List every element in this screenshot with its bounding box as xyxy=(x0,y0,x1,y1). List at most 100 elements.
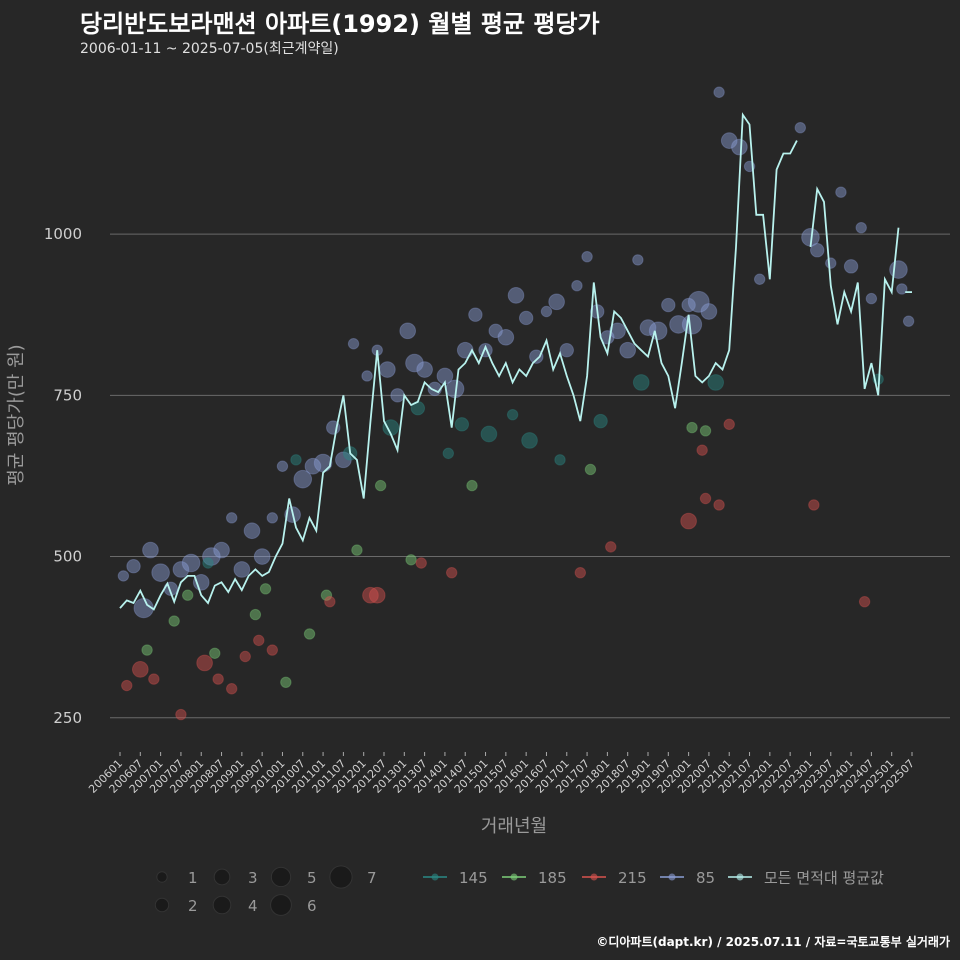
source-credit: ©디아파트(dapt.kr) / 2025.07.11 / 자료=국토교통부 실… xyxy=(596,935,950,949)
data-point xyxy=(181,589,194,601)
data-point xyxy=(276,460,289,472)
data-point xyxy=(713,499,725,511)
data-point xyxy=(571,280,583,292)
data-point xyxy=(415,557,427,569)
data-point xyxy=(497,328,515,346)
average-line-segment xyxy=(119,112,798,611)
data-point xyxy=(700,303,718,320)
data-point xyxy=(632,374,650,391)
data-point xyxy=(639,319,657,336)
size-legend-label: 4 xyxy=(248,897,258,915)
data-point xyxy=(196,654,213,672)
data-point xyxy=(609,322,626,340)
data-point xyxy=(896,283,908,295)
data-point xyxy=(506,408,519,421)
data-point xyxy=(707,374,725,391)
data-point xyxy=(405,554,417,566)
size-legend-label: 5 xyxy=(307,869,317,887)
data-point xyxy=(835,186,847,198)
data-point xyxy=(168,615,180,627)
data-point xyxy=(442,447,455,460)
chart-title: 당리반도보라맨션 아파트(1992) 월별 평균 평당가 xyxy=(80,10,600,38)
legend: 1 2 3 4 5 6 7 145 185 215 85 모든 면적대 평균값 xyxy=(154,865,884,916)
data-point xyxy=(548,293,565,311)
data-point xyxy=(351,544,363,556)
data-point xyxy=(405,353,424,373)
data-point xyxy=(233,561,251,578)
y-tick-label: 1000 xyxy=(44,225,82,243)
data-point xyxy=(681,314,703,335)
data-point xyxy=(902,315,915,327)
data-point xyxy=(117,570,130,582)
scatter-points xyxy=(117,86,915,721)
data-point xyxy=(680,512,697,530)
data-point xyxy=(720,132,738,149)
average-line-segment xyxy=(809,186,900,396)
data-point xyxy=(131,661,149,678)
data-point xyxy=(855,221,867,234)
size-legend-circle xyxy=(154,897,170,913)
data-point xyxy=(212,673,224,685)
series-legend-marker xyxy=(668,873,676,881)
data-point xyxy=(209,647,221,659)
data-point xyxy=(808,499,820,511)
data-point xyxy=(202,547,221,566)
data-point xyxy=(540,305,553,318)
data-point xyxy=(239,650,251,663)
data-point xyxy=(529,349,544,364)
y-tick-label: 500 xyxy=(53,548,82,566)
data-point xyxy=(361,370,373,382)
data-point xyxy=(574,566,587,579)
data-point xyxy=(313,453,333,473)
size-legend-label: 1 xyxy=(188,869,198,887)
data-point xyxy=(488,323,503,339)
size-legend-circle xyxy=(213,868,231,886)
data-point xyxy=(632,254,644,266)
series-legend-label: 모든 면적대 평균값 xyxy=(764,869,884,887)
y-tick-label: 750 xyxy=(53,386,82,404)
data-point xyxy=(374,479,387,492)
data-point xyxy=(416,361,433,378)
data-point xyxy=(151,563,170,582)
data-point xyxy=(293,469,313,489)
data-point xyxy=(466,479,478,492)
data-point xyxy=(399,322,417,340)
data-point xyxy=(605,541,617,553)
data-point xyxy=(142,541,159,559)
x-axis-label: 거래년월 xyxy=(481,816,547,837)
data-point xyxy=(259,583,272,595)
y-tick-label: 250 xyxy=(53,709,82,727)
series-legend-marker xyxy=(590,873,598,881)
data-point xyxy=(584,463,597,476)
data-point xyxy=(266,644,279,656)
data-point xyxy=(379,361,396,378)
data-point xyxy=(554,454,566,466)
data-point xyxy=(172,561,190,578)
data-point xyxy=(518,310,534,326)
data-point xyxy=(559,342,574,358)
data-point xyxy=(202,557,214,569)
data-point xyxy=(126,559,141,574)
data-point xyxy=(175,708,187,721)
data-point xyxy=(141,644,153,656)
data-point xyxy=(324,595,336,608)
data-point xyxy=(243,522,261,540)
size-legend-circle xyxy=(156,871,168,883)
y-axis-ticks: 250 500 750 1000 xyxy=(44,225,82,727)
data-point xyxy=(723,418,735,431)
x-axis-ticks: 2006012006072007012007072008012008072009… xyxy=(86,752,917,796)
series-legend-marker xyxy=(736,873,744,881)
data-point xyxy=(865,292,878,305)
data-point xyxy=(181,553,201,573)
data-point xyxy=(825,257,837,269)
size-legend-circle xyxy=(270,894,292,916)
data-point xyxy=(507,287,525,304)
series-legend-marker xyxy=(510,873,518,881)
data-point xyxy=(713,86,725,98)
data-point xyxy=(266,512,279,524)
data-point xyxy=(249,608,262,621)
data-point xyxy=(581,250,593,263)
data-point xyxy=(368,586,386,604)
size-legend-label: 3 xyxy=(248,869,258,887)
